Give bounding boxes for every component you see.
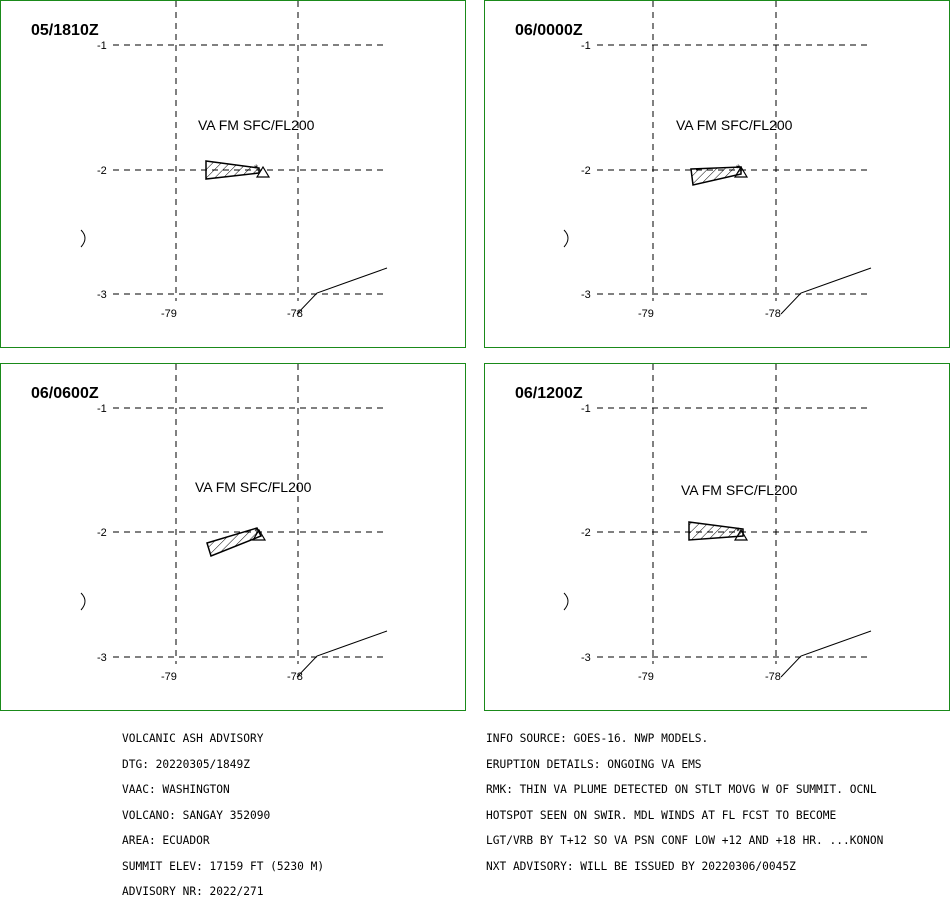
advisory-line: LGT/VRB BY T+12 SO VA PSN CONF LOW +12 A… <box>486 834 884 847</box>
lat-label: -3 <box>97 289 107 301</box>
volcano-icon: * <box>251 526 267 541</box>
svg-text:*: * <box>736 526 741 538</box>
coastline <box>563 592 569 611</box>
lon-label: -78 <box>287 308 303 320</box>
advisory-line: VOLCANO: SANGAY 352090 <box>122 808 271 822</box>
svg-text:*: * <box>254 526 259 538</box>
advisory-line: NXT ADVISORY: WILL BE ISSUED BY 20220306… <box>486 859 796 873</box>
advisory-line: SUMMIT ELEV: 17159 FT (5230 M) <box>122 859 325 873</box>
advisory-line: VOLCANIC ASH ADVISORY <box>122 732 264 745</box>
advisory-line: INFO SOURCE: GOES-16. NWP MODELS. <box>486 732 709 745</box>
va-label: VA FM SFC/FL200 <box>676 117 793 133</box>
ash-plume <box>206 527 263 557</box>
lat-label: -3 <box>581 652 591 664</box>
lat-label: -1 <box>581 40 591 52</box>
coastline <box>80 229 86 248</box>
panel-time: 05/1810Z <box>31 22 99 39</box>
advisory-line: ERUPTION DETAILS: ONGOING VA EMS <box>486 757 702 771</box>
volcano-icon: * <box>733 163 749 178</box>
volcano-icon: * <box>254 163 271 178</box>
coastline <box>80 592 86 611</box>
lon-label: -79 <box>161 671 177 683</box>
panel-map-4: 06/1200Z -1 -2 -3 -79 -78 VA FM SFC/FL20… <box>515 364 872 683</box>
lon-label: -78 <box>765 671 781 683</box>
va-label: VA FM SFC/FL200 <box>195 479 312 495</box>
ash-plume <box>205 160 260 180</box>
lon-label: -79 <box>638 308 654 320</box>
lon-label: -78 <box>765 308 781 320</box>
advisory-line: ADVISORY NR: 2022/271 <box>122 885 264 898</box>
forecast-panel-3: 06/0600Z -1 -2 -3 -79 -78 VA FM SFC/FL20… <box>0 363 466 711</box>
advisory-info-right: INFO SOURCE: GOES-16. NWP MODELS. ERUPTI… <box>486 718 883 880</box>
border-line <box>780 267 872 315</box>
forecast-panel-4: 06/1200Z -1 -2 -3 -79 -78 VA FM SFC/FL20… <box>484 363 950 711</box>
lat-label: -3 <box>581 289 591 301</box>
lat-label: -3 <box>97 652 107 664</box>
va-label: VA FM SFC/FL200 <box>198 117 315 133</box>
border-line <box>296 267 388 315</box>
panel-map-3: 06/0600Z -1 -2 -3 -79 -78 VA FM SFC/FL20… <box>31 364 388 683</box>
forecast-panel-1: 05/1810Z -1 -2 -3 -79 -78 VA FM SFC/FL20… <box>0 0 466 348</box>
lat-label: -2 <box>581 165 591 177</box>
advisory-line: RMK: THIN VA PLUME DETECTED ON STLT MOVG… <box>486 783 877 796</box>
svg-text:*: * <box>254 163 259 175</box>
panel-time: 06/0000Z <box>515 22 583 39</box>
lon-label: -79 <box>161 308 177 320</box>
advisory-line: VAAC: WASHINGTON <box>122 783 230 796</box>
border-line <box>780 630 872 678</box>
panel-map-2: 06/0000Z -1 -2 -3 -79 -78 VA FM SFC/FL20… <box>515 1 872 320</box>
panel-map-1: 05/1810Z -1 -2 -3 -79 -78 VA FM SFC/FL20… <box>31 1 388 320</box>
ash-plume <box>688 521 744 541</box>
forecast-panel-2: 06/0000Z -1 -2 -3 -79 -78 VA FM SFC/FL20… <box>484 0 950 348</box>
coastline <box>563 229 569 248</box>
ash-plume <box>690 166 742 186</box>
lon-label: -79 <box>638 671 654 683</box>
va-label: VA FM SFC/FL200 <box>681 482 798 498</box>
advisory-line: HOTSPOT SEEN ON SWIR. MDL WINDS AT FL FC… <box>486 808 837 822</box>
lat-label: -2 <box>97 527 107 539</box>
panel-time: 06/1200Z <box>515 385 583 402</box>
lat-label: -2 <box>581 527 591 539</box>
advisory-line: DTG: 20220305/1849Z <box>122 757 250 771</box>
lat-label: -1 <box>97 40 107 52</box>
svg-text:*: * <box>736 163 741 175</box>
lon-label: -78 <box>287 671 303 683</box>
panel-time: 06/0600Z <box>31 385 99 402</box>
lat-label: -1 <box>581 403 591 415</box>
border-line <box>296 630 388 678</box>
volcano-icon: * <box>733 526 749 541</box>
lat-label: -2 <box>97 165 107 177</box>
lat-label: -1 <box>97 403 107 415</box>
advisory-line: AREA: ECUADOR <box>122 834 210 847</box>
